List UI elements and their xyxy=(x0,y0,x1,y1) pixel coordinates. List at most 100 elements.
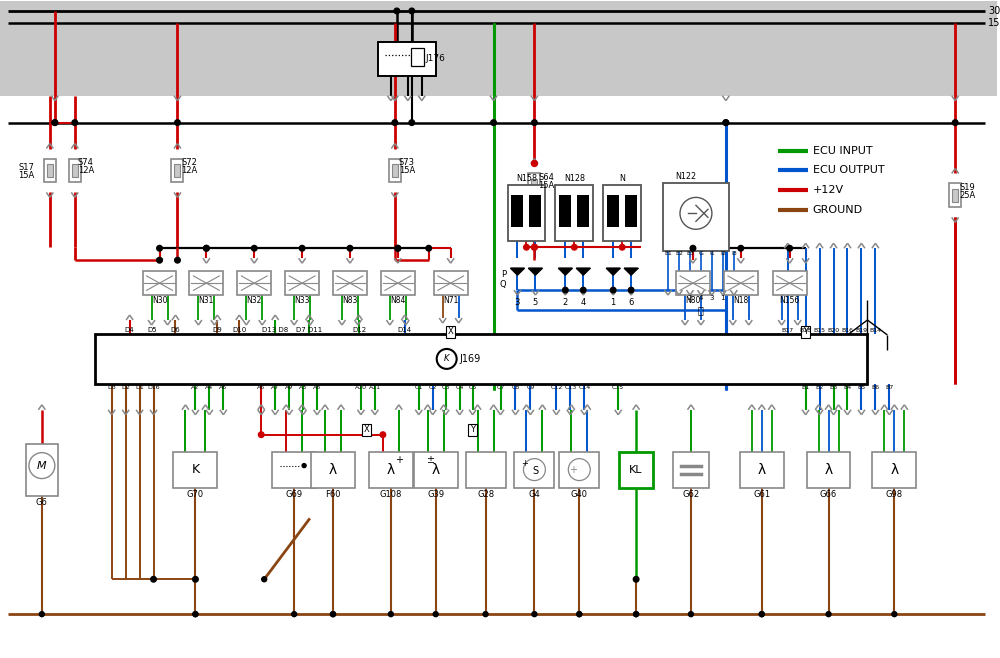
Text: B1: B1 xyxy=(802,385,810,390)
Bar xyxy=(171,159,183,182)
Text: 2: 2 xyxy=(563,298,568,307)
Text: D9: D9 xyxy=(212,327,222,333)
Bar xyxy=(514,451,554,488)
Text: D6: D6 xyxy=(171,327,180,333)
Circle shape xyxy=(563,288,568,293)
Circle shape xyxy=(577,612,582,617)
Bar xyxy=(952,189,958,202)
Circle shape xyxy=(759,612,764,617)
Text: C13: C13 xyxy=(564,385,576,390)
Circle shape xyxy=(532,612,537,617)
Circle shape xyxy=(394,8,400,14)
Bar xyxy=(333,271,367,295)
Bar xyxy=(378,42,436,76)
Text: N158: N158 xyxy=(516,174,537,184)
Text: N122: N122 xyxy=(675,172,697,182)
Text: λ: λ xyxy=(432,463,440,476)
Circle shape xyxy=(723,120,729,126)
Bar xyxy=(434,271,468,295)
Circle shape xyxy=(483,612,488,617)
Circle shape xyxy=(952,120,958,126)
Circle shape xyxy=(262,577,267,582)
Bar xyxy=(559,195,571,227)
Bar xyxy=(607,195,619,227)
Text: G69: G69 xyxy=(286,490,303,499)
Circle shape xyxy=(204,245,209,251)
Text: D12: D12 xyxy=(352,327,366,333)
Bar xyxy=(26,443,58,495)
Circle shape xyxy=(759,612,764,617)
Circle shape xyxy=(347,245,353,251)
Text: 4: 4 xyxy=(699,295,703,301)
Bar xyxy=(311,451,355,488)
Circle shape xyxy=(634,612,639,617)
Bar xyxy=(174,164,180,177)
Text: A11: A11 xyxy=(369,385,381,390)
Text: D10: D10 xyxy=(232,327,246,333)
Circle shape xyxy=(690,245,696,251)
Text: B5: B5 xyxy=(857,385,866,390)
Text: 1: 1 xyxy=(721,295,725,301)
Bar xyxy=(237,271,271,295)
Circle shape xyxy=(572,245,577,250)
Circle shape xyxy=(151,576,156,582)
Circle shape xyxy=(157,257,162,263)
Text: B15: B15 xyxy=(814,328,826,333)
Circle shape xyxy=(299,245,305,251)
Circle shape xyxy=(633,576,639,582)
Text: N31: N31 xyxy=(199,296,214,305)
Bar xyxy=(603,186,641,241)
Circle shape xyxy=(395,245,401,251)
Bar xyxy=(389,159,401,182)
Bar xyxy=(531,179,537,192)
Circle shape xyxy=(409,8,415,14)
Text: C5: C5 xyxy=(468,385,477,390)
Text: 15A: 15A xyxy=(18,171,34,180)
Text: +: + xyxy=(522,459,528,468)
Text: 15: 15 xyxy=(988,18,1000,28)
Text: A7: A7 xyxy=(271,385,279,390)
Text: G40: G40 xyxy=(571,490,588,499)
Bar xyxy=(673,451,709,488)
Circle shape xyxy=(619,245,625,250)
Bar xyxy=(724,271,758,295)
Text: N128: N128 xyxy=(564,174,585,184)
Circle shape xyxy=(193,576,198,582)
Text: S64: S64 xyxy=(538,173,554,182)
Text: B7: B7 xyxy=(885,385,893,390)
Text: D14: D14 xyxy=(398,327,412,333)
Text: B17: B17 xyxy=(782,328,794,333)
Text: N80: N80 xyxy=(685,296,701,305)
Bar xyxy=(529,195,541,227)
Text: E3: E3 xyxy=(686,251,694,256)
Bar xyxy=(69,159,81,182)
Bar xyxy=(773,271,807,295)
Text: N32: N32 xyxy=(247,296,262,305)
Bar xyxy=(72,164,78,177)
Text: S19: S19 xyxy=(959,183,975,192)
Text: λ: λ xyxy=(758,463,766,476)
Circle shape xyxy=(258,432,264,438)
Text: N: N xyxy=(619,174,625,184)
Text: P: P xyxy=(501,270,507,278)
Text: M: M xyxy=(37,461,47,470)
Text: A4: A4 xyxy=(205,385,214,390)
Circle shape xyxy=(302,464,306,468)
Bar xyxy=(466,451,506,488)
Text: A3: A3 xyxy=(299,385,307,390)
Circle shape xyxy=(524,245,529,250)
Text: 3: 3 xyxy=(515,298,520,307)
Text: 4: 4 xyxy=(581,298,586,307)
Circle shape xyxy=(193,612,198,617)
Text: D1: D1 xyxy=(135,385,144,390)
Circle shape xyxy=(723,120,729,126)
Polygon shape xyxy=(576,268,590,275)
Bar xyxy=(625,195,637,227)
Text: C2: C2 xyxy=(429,385,437,390)
Bar xyxy=(555,186,593,241)
Text: B4: B4 xyxy=(843,385,852,390)
Bar xyxy=(740,451,784,488)
Text: E1: E1 xyxy=(664,251,672,256)
Bar xyxy=(95,334,867,384)
Circle shape xyxy=(433,612,438,617)
